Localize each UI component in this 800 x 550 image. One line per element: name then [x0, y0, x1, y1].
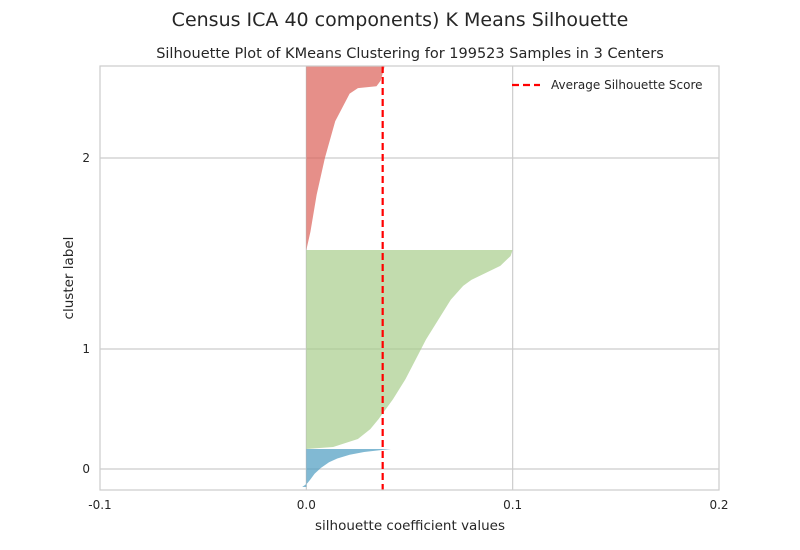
- legend: Average Silhouette Score: [512, 78, 703, 92]
- x-axis-ticks: -0.1 0.0 0.1 0.2: [88, 498, 728, 512]
- x-tick-label-3: 0.2: [709, 498, 728, 512]
- x-tick-label-0: -0.1: [88, 498, 111, 512]
- y-axis-label: cluster label: [61, 237, 77, 320]
- cluster-areas: [302, 66, 513, 487]
- x-axis-label: silhouette coefficient values: [315, 518, 505, 534]
- plot-frame: [99, 65, 720, 491]
- y-tick-label-2: 2: [82, 151, 90, 165]
- cluster-1-area: [306, 250, 513, 449]
- cluster-2-area: [306, 66, 385, 250]
- y-tick-label-1: 1: [82, 342, 90, 356]
- x-tick-label-1: 0.0: [297, 498, 316, 512]
- y-axis-ticks: 0 1 2: [82, 151, 90, 476]
- legend-label-average: Average Silhouette Score: [551, 78, 703, 92]
- cluster-0-area: [302, 449, 391, 487]
- x-tick-label-2: 0.1: [503, 498, 522, 512]
- chart-suptitle: Census ICA 40 components) K Means Silhou…: [172, 9, 629, 31]
- y-tick-label-0: 0: [82, 462, 90, 476]
- chart-title: Silhouette Plot of KMeans Clustering for…: [156, 46, 664, 62]
- plot-area: [99, 65, 720, 491]
